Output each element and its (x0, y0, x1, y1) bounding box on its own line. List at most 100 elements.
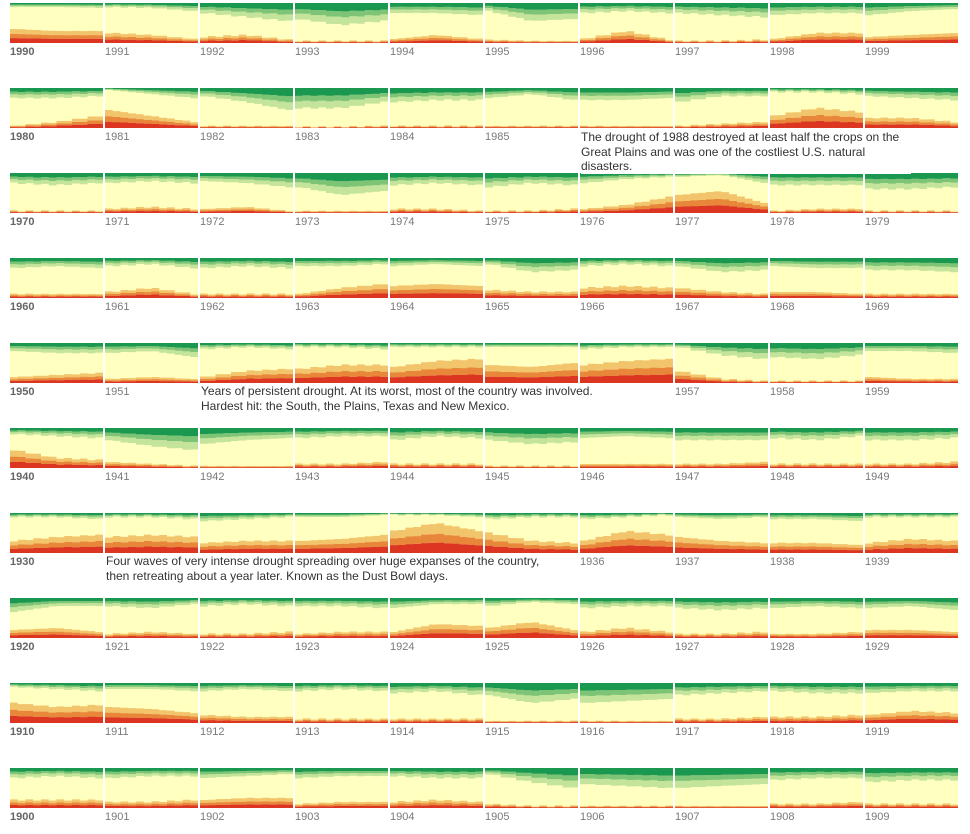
band-dry-moderate-1989 (865, 121, 958, 127)
year-panel-1938 (770, 513, 863, 553)
area-chart-1989 (865, 88, 958, 128)
year-label-1960: 1960 (10, 301, 35, 313)
band-wet-severe-1978 (770, 173, 863, 178)
band-dry-moderate-1904 (390, 802, 483, 807)
area-chart-1907 (675, 768, 768, 808)
band-dry-moderate-1980 (10, 120, 103, 128)
band-dry-moderate-1968 (770, 294, 863, 297)
band-dry-mild-1999 (865, 33, 958, 40)
band-wet-severe-1919 (865, 683, 958, 687)
band-wet-moderate-1907 (675, 774, 768, 781)
band-dry-mild-1991 (105, 32, 198, 41)
band-wet-moderate-1998 (770, 6, 863, 11)
year-label-1944: 1944 (390, 471, 415, 483)
year-panel-1925 (485, 598, 578, 638)
band-dry-moderate-1902 (200, 801, 293, 806)
band-dry-severe-1908 (770, 805, 863, 808)
area-chart-1931 (105, 513, 198, 553)
band-wet-severe-1957 (675, 343, 768, 350)
year-label-1900: 1900 (10, 811, 35, 823)
band-dry-severe-1971 (105, 210, 198, 213)
area-chart-1943 (295, 428, 388, 468)
band-wet-mild-1907 (675, 778, 768, 788)
year-panel-1933 (295, 513, 388, 553)
area-chart-1921 (105, 598, 198, 638)
band-dry-severe-1953 (295, 376, 388, 383)
band-wet-mild-1908 (770, 774, 863, 781)
band-dry-severe-1900 (10, 804, 103, 808)
year-panel-1957 (675, 343, 768, 383)
band-wet-severe-1911 (105, 683, 198, 687)
area-chart-1940 (10, 428, 103, 468)
area-chart-1914 (390, 683, 483, 723)
band-wet-moderate-1981 (105, 88, 198, 95)
year-panel-1911 (105, 683, 198, 723)
band-wet-severe-1931 (105, 513, 198, 516)
year-label-1979: 1979 (865, 216, 890, 228)
band-dry-severe-1904 (390, 805, 483, 808)
band-wet-moderate-1987 (675, 90, 768, 97)
year-panel-1969 (865, 258, 958, 298)
band-wet-moderate-1978 (770, 177, 863, 182)
area-chart-1904 (390, 768, 483, 808)
band-wet-mild-1902 (200, 771, 293, 778)
band-wet-severe-1999 (865, 3, 958, 8)
band-dry-moderate-1924 (390, 629, 483, 636)
year-panel-1945 (485, 428, 578, 468)
band-dry-moderate-1986 (580, 126, 673, 128)
area-chart-1919 (865, 683, 958, 723)
band-dry-moderate-1938 (770, 546, 863, 551)
year-panel-1942 (200, 428, 293, 468)
band-wet-severe-1965 (485, 258, 578, 264)
area-chart-1962 (200, 258, 293, 298)
year-panel-1921 (105, 598, 198, 638)
band-wet-mild-1905 (485, 772, 578, 788)
year-label-1950: 1950 (10, 386, 35, 398)
band-wet-severe-1961 (105, 258, 198, 262)
band-wet-moderate-1921 (105, 600, 198, 605)
band-wet-mild-1923 (295, 602, 388, 609)
band-dry-severe-1922 (200, 635, 293, 638)
area-chart-1908 (770, 768, 863, 808)
year-panel-1975 (485, 173, 578, 213)
year-label-1913: 1913 (295, 726, 320, 738)
band-wet-mild-1973 (295, 182, 388, 195)
band-dry-severe-1941 (105, 465, 198, 468)
band-wet-moderate-1965 (485, 260, 578, 268)
year-label-1940: 1940 (10, 471, 35, 483)
band-wet-mild-1960 (10, 263, 103, 269)
year-label-1919: 1919 (865, 726, 890, 738)
year-panel-1997 (675, 3, 768, 43)
year-panel-1973 (295, 173, 388, 213)
band-dry-moderate-1903 (295, 803, 388, 807)
band-wet-severe-1990 (10, 3, 103, 5)
band-wet-mild-1947 (675, 435, 768, 441)
band-wet-severe-1956 (580, 343, 673, 346)
band-wet-severe-1994 (390, 3, 483, 8)
year-panel-1903 (295, 768, 388, 808)
year-panel-1952 (200, 343, 293, 383)
area-chart-1984 (390, 88, 483, 128)
year-panel-1928 (770, 598, 863, 638)
year-label-1951: 1951 (105, 386, 130, 398)
year-panel-1901 (105, 768, 198, 808)
band-wet-moderate-1993 (295, 9, 388, 18)
band-dry-mild-1931 (105, 534, 198, 543)
year-panel-1906 (580, 768, 673, 808)
area-chart-1995 (485, 3, 578, 43)
band-wet-moderate-1926 (580, 600, 673, 605)
band-dry-severe-1935 (485, 545, 578, 553)
year-panel-1960 (10, 258, 103, 298)
year-panel-1931 (105, 513, 198, 553)
band-wet-moderate-1951 (105, 346, 198, 353)
year-panel-1989 (865, 88, 958, 128)
band-wet-mild-1929 (865, 603, 958, 611)
year-panel-1961 (105, 258, 198, 298)
year-panel-1959 (865, 343, 958, 383)
area-chart-1973 (295, 173, 388, 213)
band-wet-moderate-1950 (10, 346, 103, 350)
band-wet-severe-1949 (865, 428, 958, 433)
band-dry-moderate-1916 (580, 721, 673, 723)
band-wet-moderate-1982 (200, 91, 293, 103)
band-dry-moderate-1962 (200, 295, 293, 297)
